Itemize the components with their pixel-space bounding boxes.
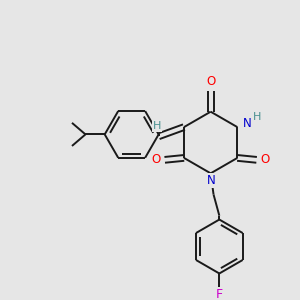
Text: F: F xyxy=(216,288,223,300)
Text: H: H xyxy=(152,121,161,131)
Text: O: O xyxy=(152,153,161,166)
Text: H: H xyxy=(252,112,261,122)
Text: O: O xyxy=(261,153,270,166)
Text: O: O xyxy=(206,75,215,88)
Text: N: N xyxy=(243,117,251,130)
Text: N: N xyxy=(207,174,216,187)
